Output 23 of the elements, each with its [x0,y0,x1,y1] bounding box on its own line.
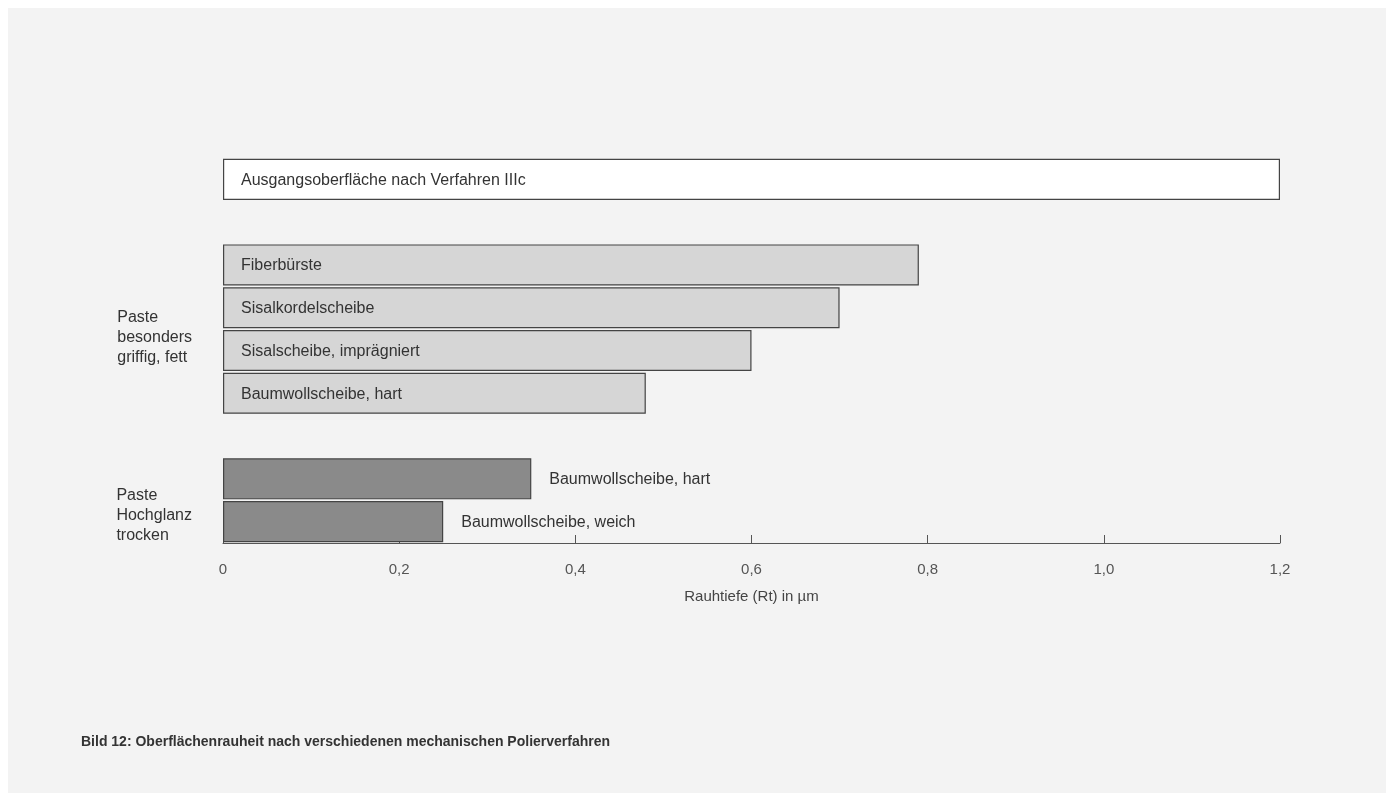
bar [223,329,752,372]
text: Paste besonders griffig, fett [117,307,192,365]
x-tick-label: 0,8 [917,560,939,577]
x-axis-title: Rauhtiefe (Rt) in µm [684,587,819,604]
bar [223,501,444,543]
y-tick-label: Baumwollscheibe, weich [461,513,636,531]
x-tick-label: 0,6 [741,560,762,577]
y-tick-label: Baumwollscheibe, hart [549,470,711,488]
x-tick-label: 0,2 [388,560,410,577]
x-tick-label: 1,2 [1269,560,1291,577]
x-tick-label: 0,4 [564,560,586,577]
y-tick-label: Sisalscheibe, imprägniert [241,342,421,359]
text: Paste Hochglanz trocken [116,485,193,543]
y-tick-label: Fiberbürste [241,256,323,274]
y-tick-label: Ausgangsoberfläche nach Verfahren IIIc [241,170,526,188]
bar [223,158,1280,200]
text: Bild 12: Oberflächenrauheit nach verschiedenen mechanischen Polierverfahren [81,733,611,749]
x-tick-label: 0 [218,560,228,577]
y-tick-label: Baumwollscheibe, hart [241,384,403,402]
x-tick-label: 1,0 [1093,560,1115,577]
y-tick-label: Sisalkordelscheibe [241,299,375,317]
bar [223,372,646,414]
bar [223,458,532,500]
